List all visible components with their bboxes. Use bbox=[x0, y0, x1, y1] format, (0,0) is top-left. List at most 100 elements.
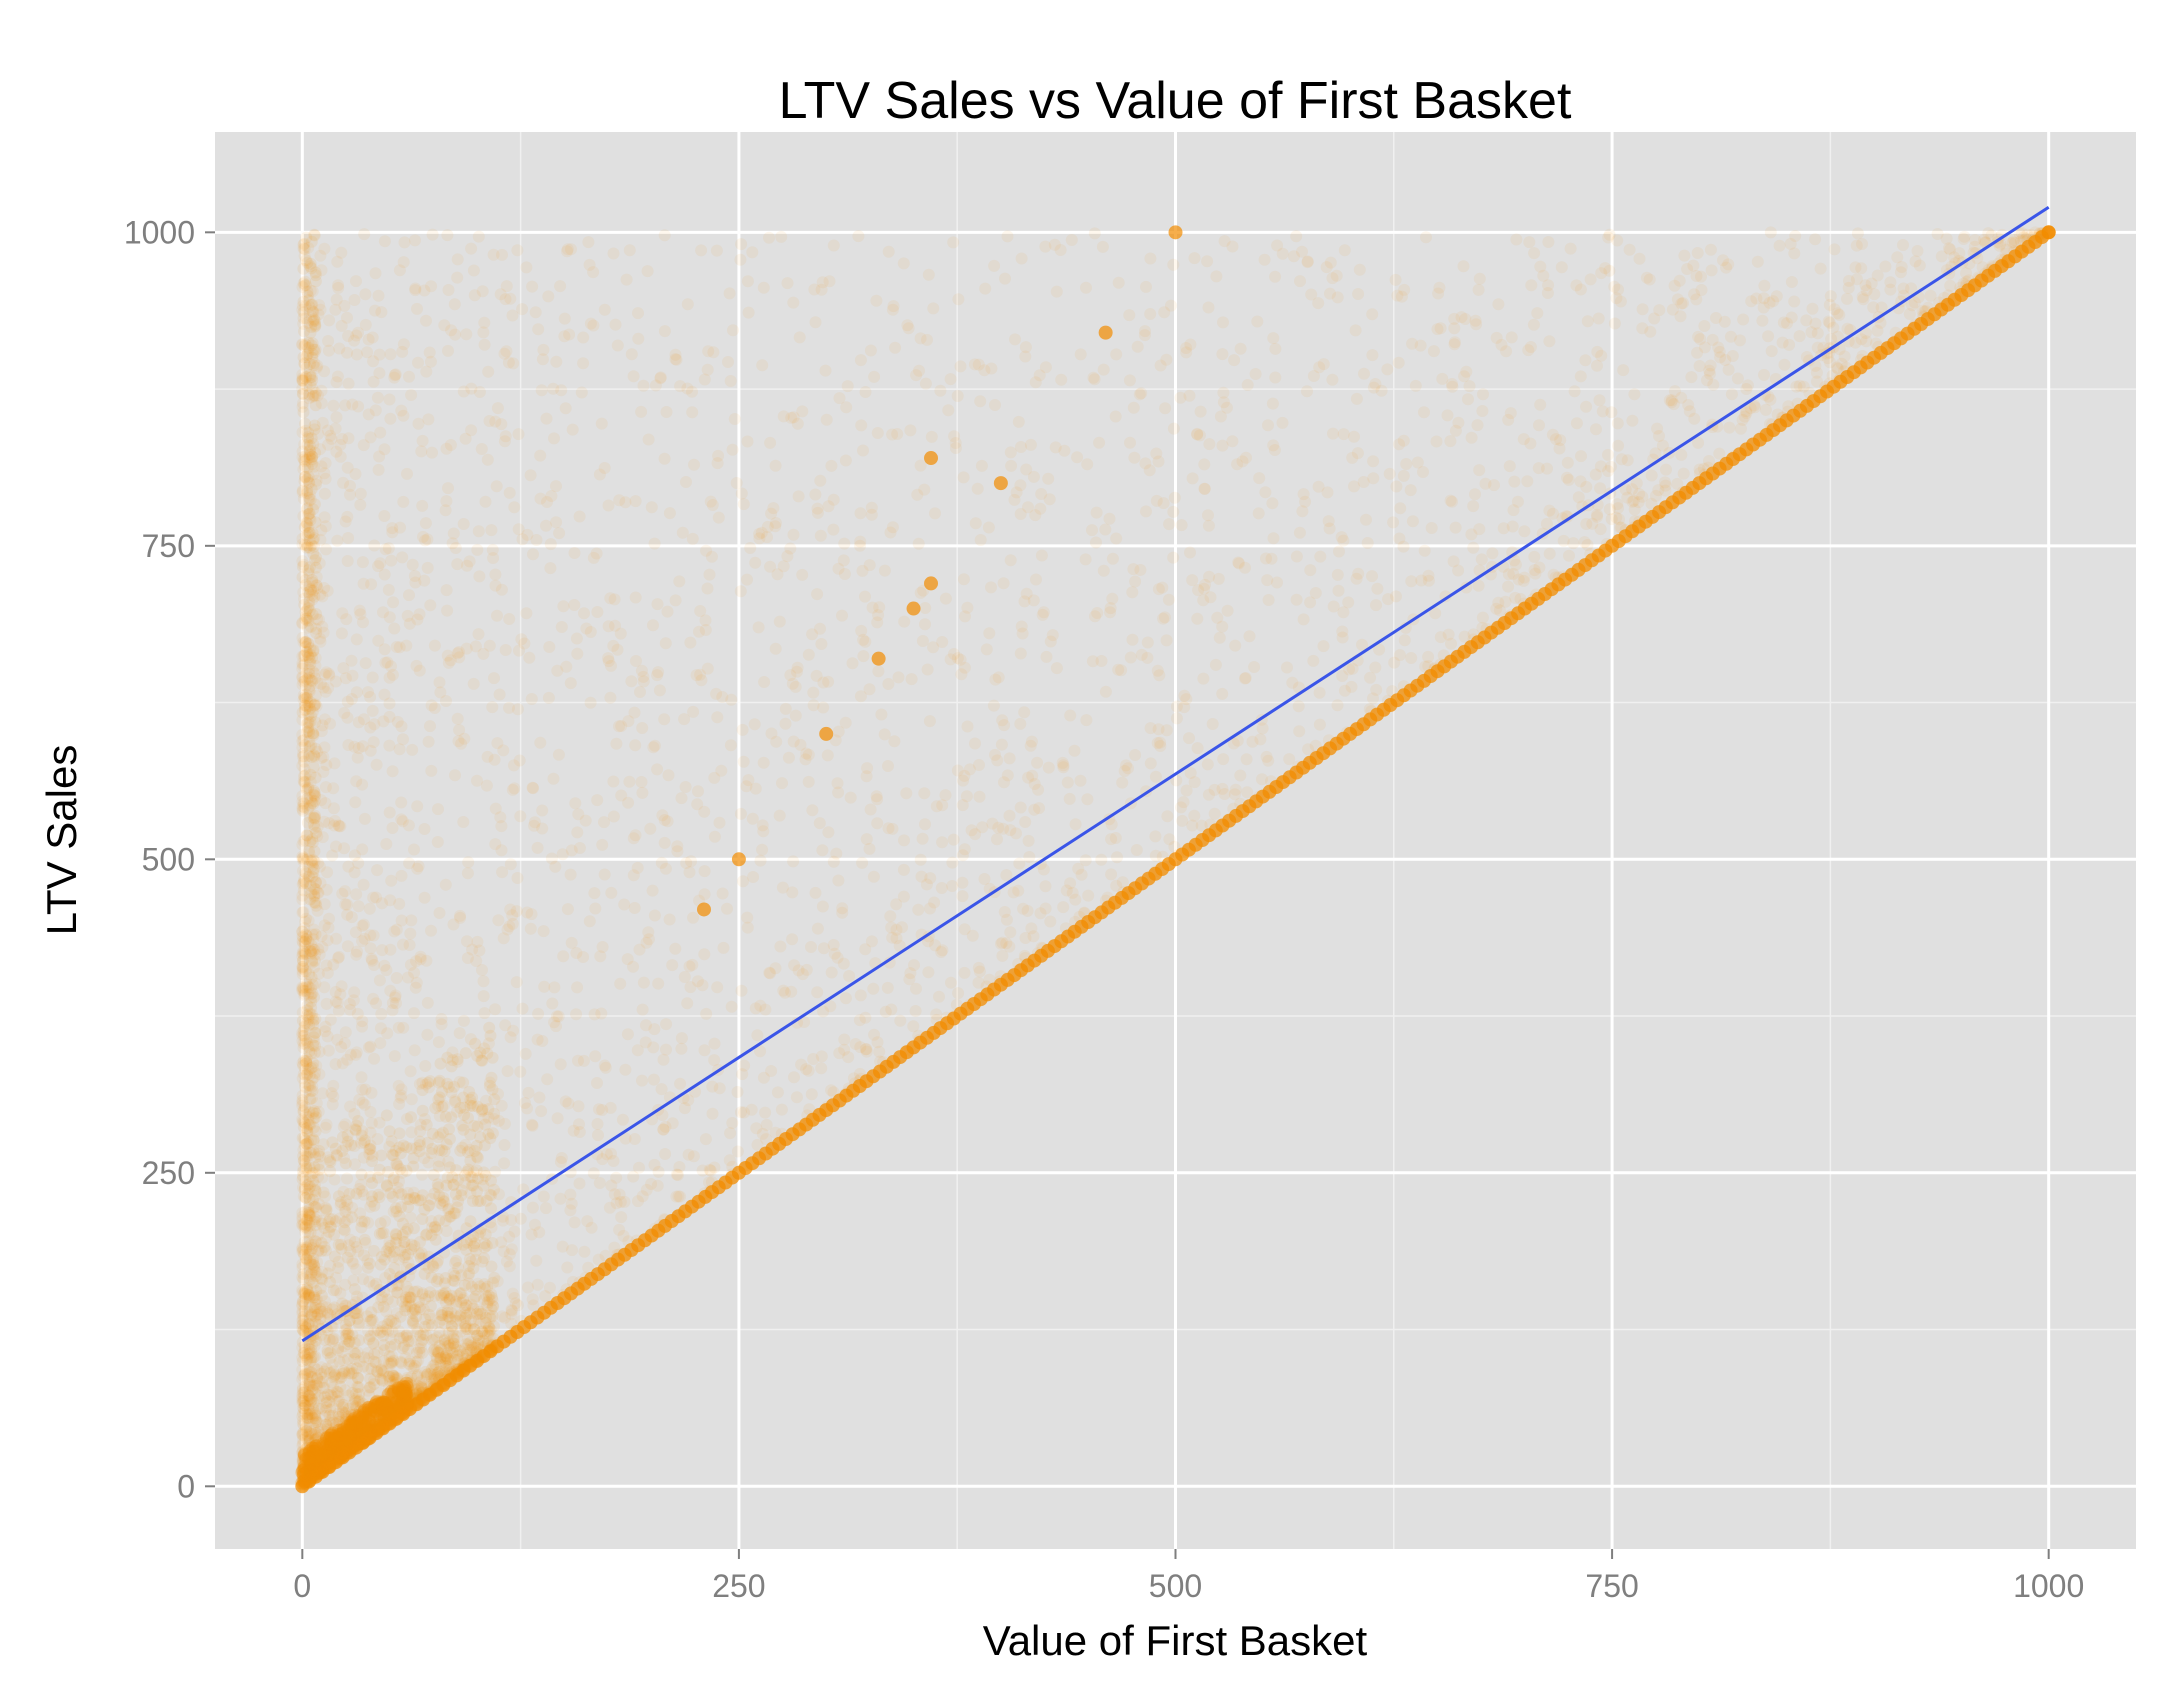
scatter-point bbox=[827, 493, 840, 506]
scatter-point bbox=[814, 474, 827, 487]
scatter-point bbox=[496, 1310, 509, 1323]
scatter-point bbox=[478, 1007, 491, 1020]
scatter-point bbox=[1160, 634, 1173, 647]
scatter-point bbox=[320, 1418, 332, 1431]
scatter-point bbox=[304, 1146, 317, 1159]
scatter-point bbox=[477, 990, 490, 1003]
scatter-point bbox=[592, 1253, 605, 1266]
scatter-point bbox=[300, 1137, 313, 1150]
scatter-point bbox=[296, 538, 309, 551]
scatter-point bbox=[828, 947, 841, 960]
scatter-point bbox=[333, 342, 346, 355]
scatter-point bbox=[386, 1190, 399, 1203]
scatter-point bbox=[1504, 407, 1517, 420]
scatter-point bbox=[596, 1104, 609, 1116]
scatter-point bbox=[1004, 554, 1017, 567]
scatter-point bbox=[550, 355, 563, 368]
scatter-point bbox=[746, 246, 759, 259]
scatter-point bbox=[433, 1326, 446, 1339]
scatter-point bbox=[357, 439, 370, 452]
scatter-point bbox=[1422, 650, 1435, 663]
scatter-point bbox=[857, 650, 870, 663]
scatter-point bbox=[397, 1021, 410, 1034]
scatter-point bbox=[503, 701, 515, 714]
scatter-point bbox=[500, 280, 513, 293]
scatter-point bbox=[308, 1071, 321, 1084]
scatter-point bbox=[487, 1276, 499, 1289]
scatter-point bbox=[478, 1293, 491, 1306]
scatter-point bbox=[604, 1101, 617, 1114]
scatter-point bbox=[656, 809, 669, 822]
scatter-point bbox=[386, 1004, 399, 1017]
scatter-point bbox=[475, 443, 488, 455]
scatter-point bbox=[318, 467, 331, 480]
scatter-point bbox=[429, 1220, 442, 1233]
scatter-point bbox=[1305, 288, 1318, 301]
scatter-point bbox=[1738, 410, 1751, 423]
scatter-point bbox=[299, 947, 312, 960]
scatter-point bbox=[916, 635, 929, 647]
scatter-point bbox=[1824, 356, 1836, 369]
scatter-point bbox=[1574, 370, 1587, 383]
scatter-point bbox=[916, 832, 929, 845]
scatter-point bbox=[1756, 314, 1769, 327]
scatter-point bbox=[971, 482, 984, 495]
scatter-point bbox=[1762, 390, 1775, 403]
scatter-point bbox=[1276, 416, 1289, 429]
scatter-point bbox=[1579, 354, 1592, 367]
scatter-point bbox=[1249, 368, 1262, 380]
scatter-point bbox=[1312, 297, 1325, 310]
scatter-point bbox=[777, 410, 790, 423]
scatter-point bbox=[347, 1274, 360, 1287]
scatter-point bbox=[802, 648, 815, 661]
scatter-point bbox=[307, 468, 320, 481]
scatter-point bbox=[540, 519, 552, 532]
scatter-point bbox=[1072, 862, 1085, 875]
scatter-point bbox=[296, 790, 309, 802]
scatter-point bbox=[366, 704, 379, 717]
scatter-point bbox=[854, 354, 867, 367]
scatter-point bbox=[555, 384, 568, 397]
scatter-point bbox=[314, 635, 327, 648]
scatter-point bbox=[435, 1309, 448, 1322]
scatter-point bbox=[1003, 752, 1016, 765]
scatter-point bbox=[817, 942, 830, 955]
scatter-point bbox=[611, 643, 624, 656]
scatter-point bbox=[306, 943, 319, 956]
scatter-point bbox=[1602, 231, 1615, 244]
scatter-point bbox=[907, 1020, 920, 1033]
scatter-point bbox=[321, 934, 334, 947]
scatter-point bbox=[1731, 372, 1744, 385]
scatter-point bbox=[332, 279, 345, 292]
scatter-point bbox=[1649, 447, 1662, 460]
scatter-point bbox=[330, 411, 343, 424]
scatter-point bbox=[897, 257, 910, 270]
scatter-point bbox=[1105, 818, 1118, 831]
scatter-point bbox=[308, 346, 321, 358]
scatter-point bbox=[324, 1165, 337, 1178]
scatter-point bbox=[354, 487, 367, 500]
scatter-point bbox=[1286, 676, 1299, 689]
scatter-point bbox=[1509, 591, 1522, 604]
scatter-point bbox=[411, 800, 424, 813]
scatter-point bbox=[519, 1047, 532, 1060]
scatter-point bbox=[1448, 338, 1461, 351]
scatter-point bbox=[336, 1346, 349, 1358]
scatter-point bbox=[317, 765, 330, 778]
scatter-point bbox=[330, 932, 343, 945]
scatter-point bbox=[488, 753, 501, 766]
scatter-point bbox=[324, 1414, 337, 1427]
scatter-point bbox=[1071, 451, 1084, 464]
scatter-point bbox=[485, 1189, 498, 1202]
scatter-point bbox=[692, 785, 704, 798]
scatter-point bbox=[1287, 250, 1300, 263]
scatter-point bbox=[658, 452, 671, 465]
scatter-point bbox=[402, 1290, 415, 1303]
scatter-point bbox=[649, 379, 662, 392]
scatter-point bbox=[1764, 393, 1777, 406]
scatter-point bbox=[296, 1410, 309, 1423]
scatter-point bbox=[353, 1182, 366, 1195]
scatter-point bbox=[393, 1210, 406, 1223]
scatter-point bbox=[1358, 367, 1370, 380]
scatter-point bbox=[420, 954, 433, 967]
